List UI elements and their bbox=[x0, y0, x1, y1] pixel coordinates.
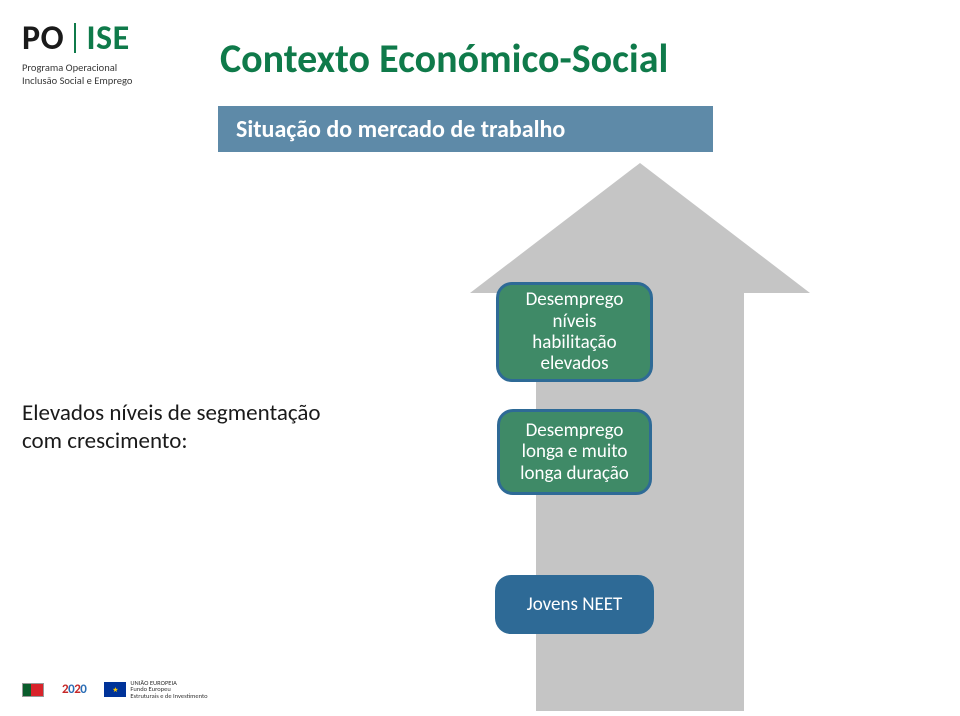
info-box-line: longa duração bbox=[520, 463, 629, 484]
info-box-line: Desemprego bbox=[526, 420, 624, 441]
eu-logo-block: ★ UNIÃO EUROPEIA Fundo Europeu Estrutura… bbox=[104, 680, 207, 700]
logo-pre: PO bbox=[22, 18, 64, 59]
info-box-line: longa e muito bbox=[522, 441, 628, 462]
eu-text: UNIÃO EUROPEIA Fundo Europeu Estruturais… bbox=[130, 680, 207, 700]
logo-block: PO ISE Programa Operacional Inclusão Soc… bbox=[22, 18, 132, 87]
portugal2020-logo: 2020 bbox=[62, 682, 86, 697]
info-box-line: níveis bbox=[553, 311, 597, 332]
info-box-line: habilitação bbox=[532, 332, 616, 353]
subtitle-text: Situação do mercado de trabalho bbox=[236, 115, 565, 144]
portugal-flag-icon bbox=[22, 683, 44, 697]
logo-subtitle-1: Programa Operacional bbox=[22, 61, 132, 74]
info-box: Jovens NEET bbox=[495, 575, 654, 634]
logo-subtitle-2: Inclusão Social e Emprego bbox=[22, 74, 132, 87]
logo-main: PO ISE bbox=[22, 18, 132, 59]
info-box: Desempregolonga e muitolonga duração bbox=[497, 409, 652, 495]
info-box: Desempregoníveishabilitaçãoelevados bbox=[496, 282, 653, 382]
left-caption-line: Elevados níveis de segmentação bbox=[22, 400, 321, 428]
footer-logos: 2020 ★ UNIÃO EUROPEIA Fundo Europeu Estr… bbox=[22, 680, 208, 700]
p2020-digit: 0 bbox=[80, 682, 86, 697]
subtitle-bar: Situação do mercado de trabalho bbox=[218, 106, 713, 152]
left-caption: Elevados níveis de segmentaçãocom cresci… bbox=[22, 400, 321, 455]
logo-post: ISE bbox=[86, 18, 129, 59]
info-box-line: elevados bbox=[540, 353, 608, 374]
eu-stars-icon: ★ bbox=[112, 685, 118, 694]
info-box-line: Desemprego bbox=[526, 289, 624, 310]
eu-line3: Estruturais e de Investimento bbox=[130, 693, 207, 700]
eu-flag-icon: ★ bbox=[104, 682, 126, 697]
logo-divider bbox=[74, 23, 76, 53]
page-title: Contexto Económico-Social bbox=[220, 34, 668, 83]
info-box-line: Jovens NEET bbox=[527, 594, 623, 615]
left-caption-line: com crescimento: bbox=[22, 428, 321, 456]
